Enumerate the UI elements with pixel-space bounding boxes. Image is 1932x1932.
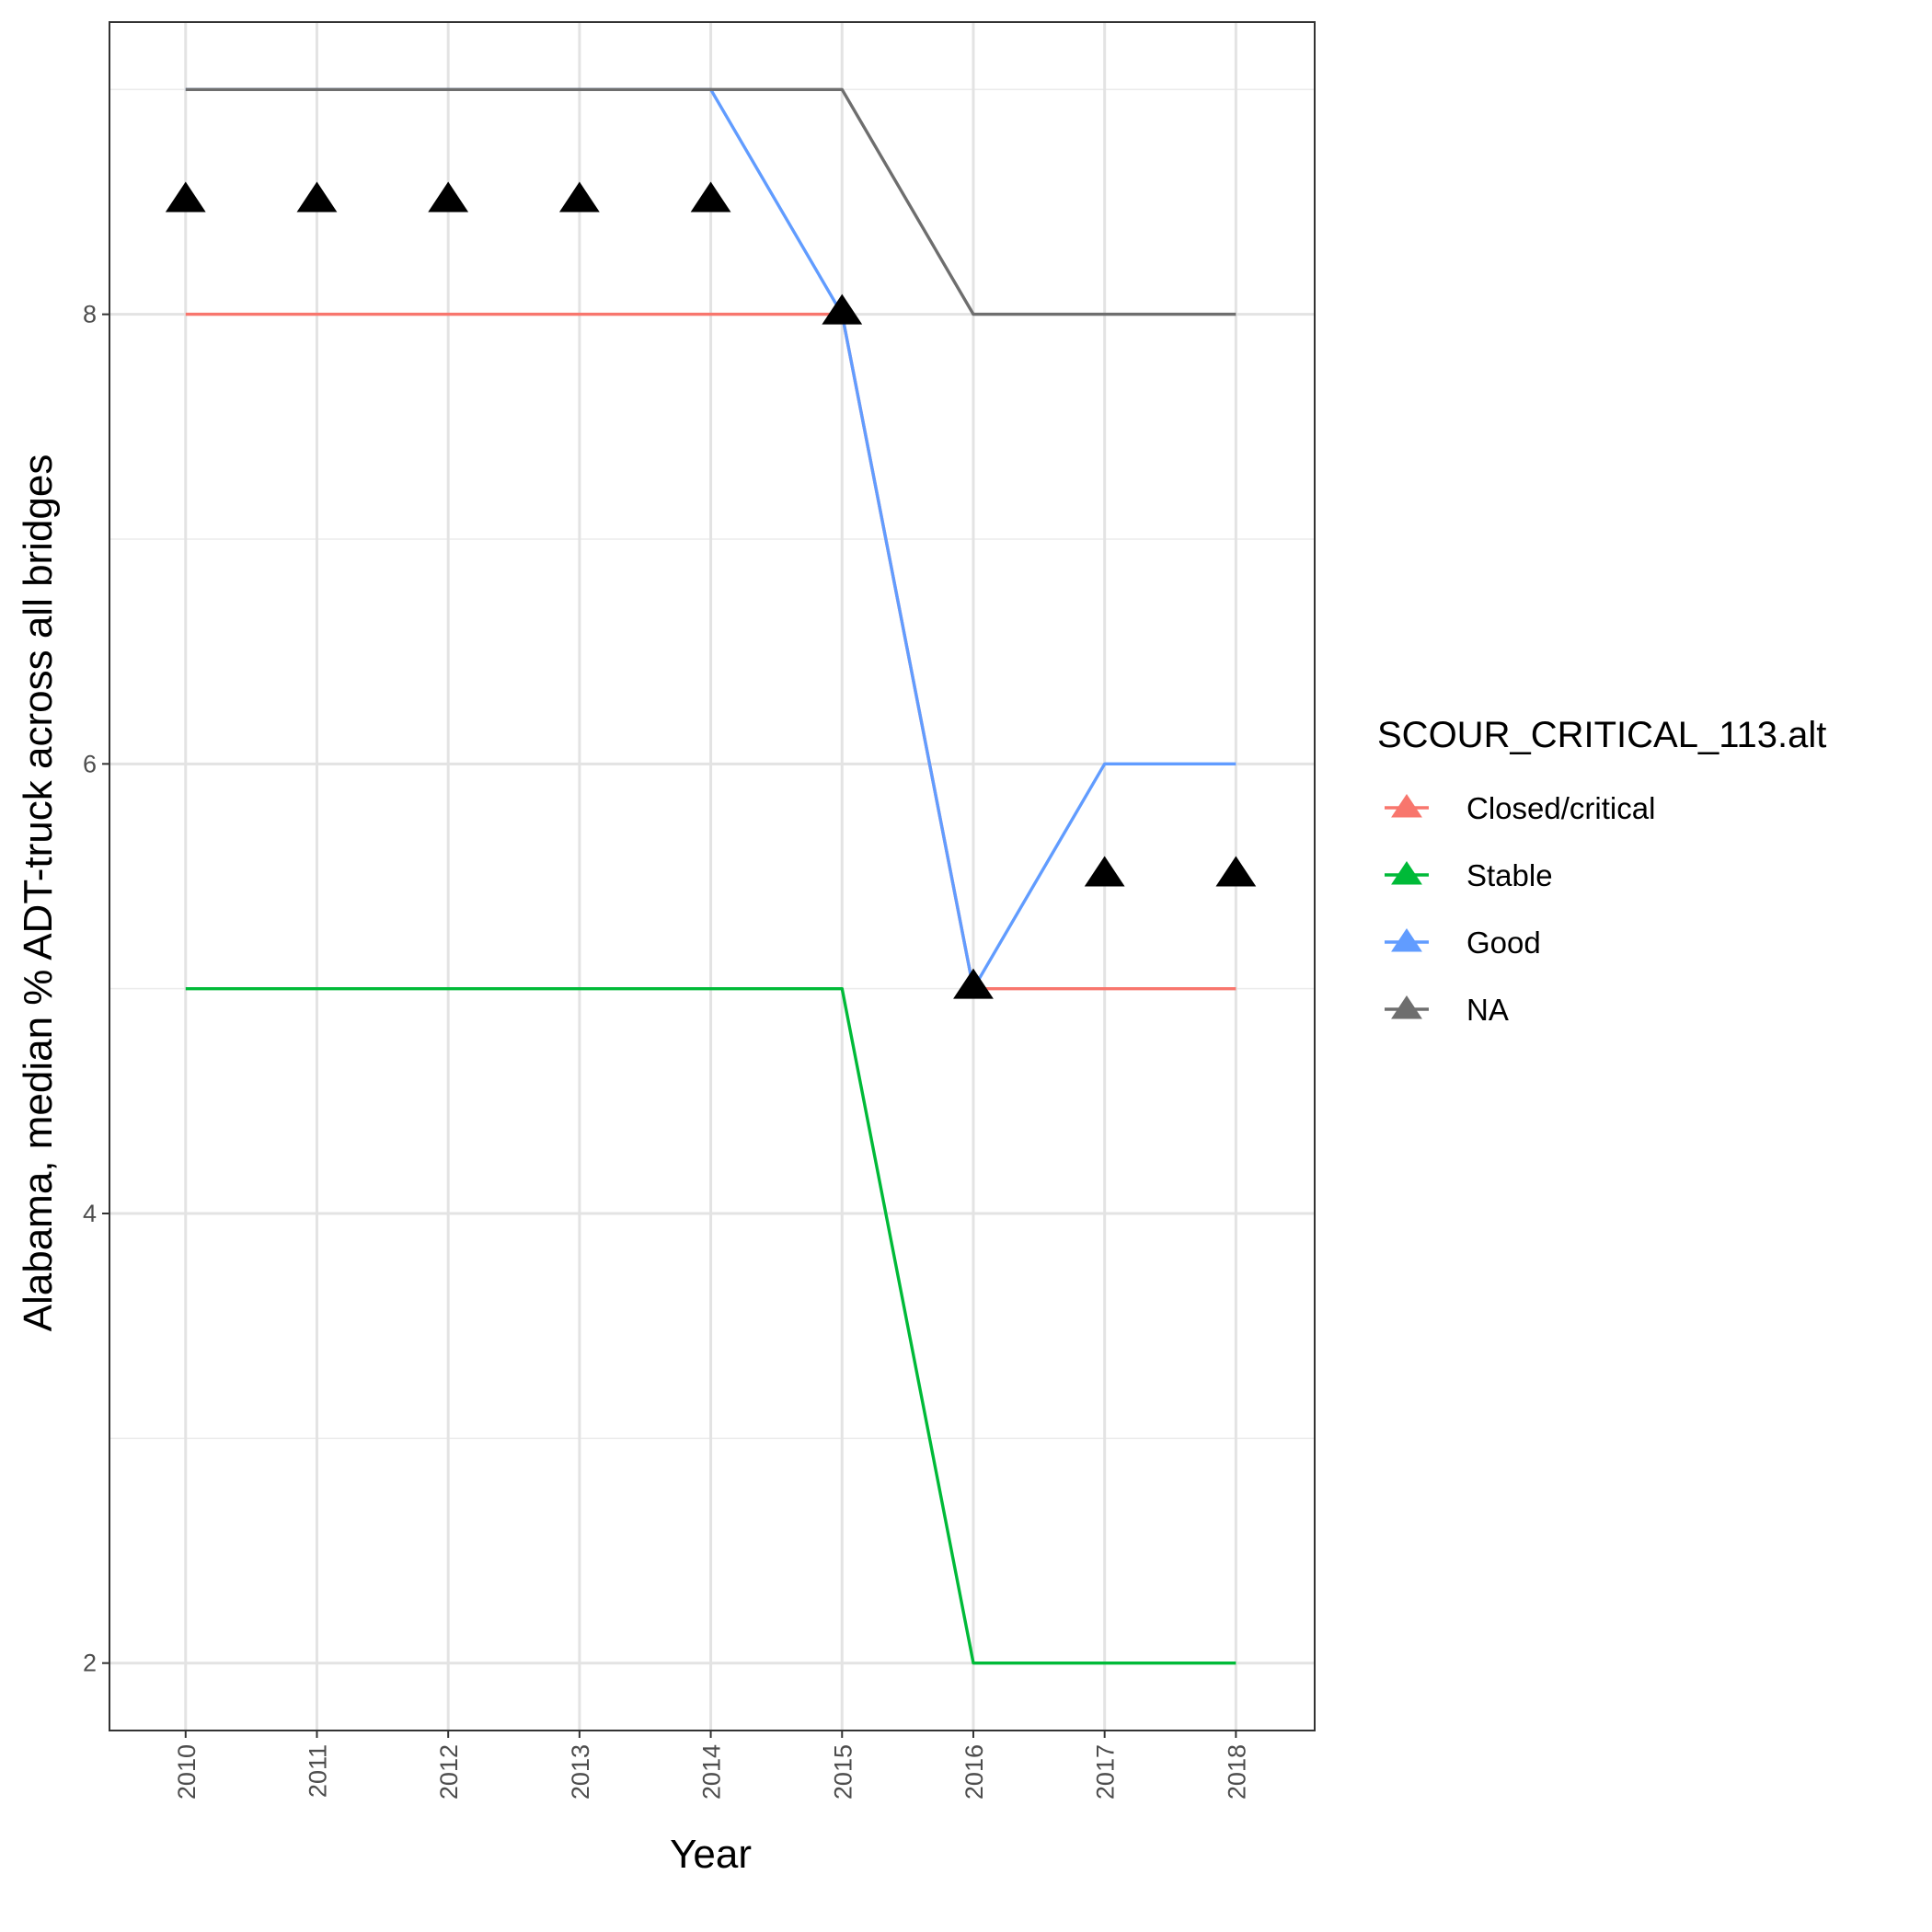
- y-axis-title: Alabama, median % ADT-truck across all b…: [16, 454, 61, 1332]
- x-tick-label: 2012: [435, 1744, 463, 1800]
- legend-label-closed-critical: Closed/critical: [1466, 791, 1655, 825]
- point-marker: [165, 181, 206, 213]
- y-tick-label: 6: [83, 750, 97, 777]
- point-marker: [953, 968, 994, 999]
- series-line-closed-critical: [185, 312, 1236, 991]
- x-tick-label: 2014: [698, 1744, 726, 1800]
- legend: SCOUR_CRITICAL_113.alt Closed/critical St…: [1377, 715, 1826, 1027]
- y-tick-label: 2: [83, 1650, 97, 1677]
- y-tick-label: 4: [83, 1200, 97, 1227]
- legend-key-marker-closed-critical: [1391, 794, 1422, 818]
- legend-items: Closed/critical Stable Good NA: [1385, 791, 1655, 1027]
- point-marker: [690, 181, 731, 213]
- legend-label-stable: Stable: [1466, 858, 1553, 892]
- x-tick-label: 2015: [829, 1744, 857, 1800]
- series-line-stable: [185, 986, 1236, 1665]
- point-marker: [428, 181, 469, 213]
- x-tick-label: 2016: [960, 1744, 988, 1800]
- point-marker: [1215, 856, 1257, 887]
- panel-border: [109, 21, 1316, 1731]
- y-tick-label: 8: [83, 301, 97, 328]
- x-tick-label: 2010: [173, 1744, 201, 1800]
- point-marker: [1084, 856, 1125, 887]
- y-axis: 2 4 6 8: [83, 301, 109, 1677]
- legend-key-marker-good: [1391, 928, 1422, 952]
- x-tick-label: 2011: [304, 1744, 331, 1798]
- x-axis: 2010 2011 2012 2013 2014 2015 2016 2017 2018: [173, 1731, 1250, 1800]
- x-axis-title: Year: [670, 1832, 752, 1877]
- point-marker: [558, 181, 600, 213]
- legend-label-good: Good: [1466, 926, 1541, 960]
- x-tick-label: 2017: [1092, 1744, 1120, 1800]
- legend-key-marker-na: [1391, 995, 1422, 1019]
- x-tick-label: 2013: [567, 1744, 594, 1800]
- series-lines: [185, 87, 1236, 1665]
- legend-label-na: NA: [1466, 993, 1509, 1027]
- legend-key-marker-stable: [1391, 861, 1422, 885]
- legend-title: SCOUR_CRITICAL_113.alt: [1377, 715, 1826, 755]
- point-markers: [165, 181, 1257, 999]
- point-marker: [822, 293, 863, 325]
- series-line-na: [185, 87, 1236, 316]
- x-tick-label: 2018: [1223, 1744, 1250, 1800]
- point-marker: [296, 181, 338, 213]
